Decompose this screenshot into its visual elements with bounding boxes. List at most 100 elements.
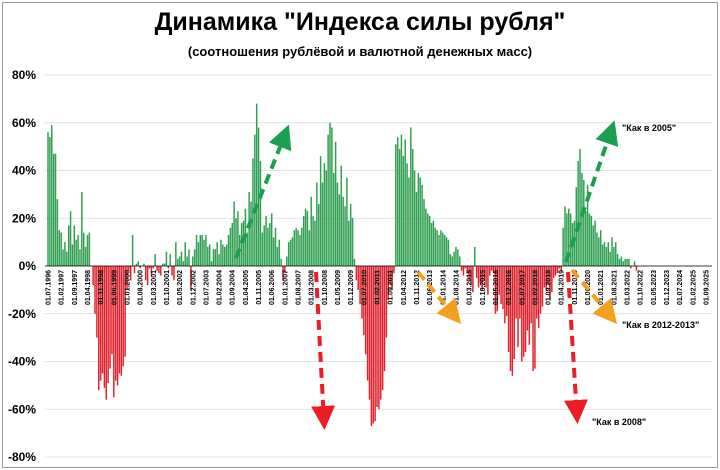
bar (301, 227, 303, 266)
bar (487, 266, 489, 295)
bar (609, 251, 611, 266)
bar (583, 180, 585, 266)
bar (391, 266, 393, 290)
x-tick-label: 01.08.2000 (138, 270, 145, 305)
bar (537, 266, 540, 329)
annotation-2005: "Как в 2005" (622, 123, 676, 133)
bar (543, 266, 546, 288)
x-tick-label: 01.12.2023 (664, 270, 671, 305)
bar (190, 266, 192, 290)
bar (492, 266, 495, 274)
arrow-2012-historic (416, 270, 462, 325)
bar (188, 249, 190, 266)
x-tick-label: 01.09.2025 (704, 270, 711, 305)
arrow-2012-forecast (570, 268, 618, 325)
bar (105, 266, 108, 400)
bar (445, 237, 448, 266)
bar (596, 232, 598, 266)
bar (128, 266, 130, 271)
arrow-2008-historic (311, 271, 336, 430)
bar (158, 266, 160, 274)
bar (398, 149, 401, 266)
x-tick-label: 01.05.2016 (493, 270, 500, 305)
bar (616, 254, 619, 266)
x-tick-label: 01.02.2018 (532, 270, 539, 305)
bar (114, 266, 117, 381)
bar (598, 237, 600, 266)
x-tick-label: 01.01.2021 (598, 270, 605, 305)
bar (286, 256, 288, 266)
bar (432, 220, 435, 266)
bar (536, 266, 538, 319)
bar (494, 266, 497, 314)
bar (150, 266, 153, 276)
x-tick-label: 01.05.2002 (177, 270, 184, 305)
bar (131, 234, 134, 266)
bar (67, 225, 70, 266)
bar (195, 234, 198, 266)
bar (197, 242, 200, 267)
bar (590, 215, 593, 266)
bar (442, 232, 444, 266)
bar (549, 266, 551, 300)
bar (160, 266, 162, 276)
y-tick-label: -60% (8, 402, 36, 416)
bar (584, 211, 587, 266)
bar (541, 266, 544, 307)
bar (404, 139, 406, 266)
bar (201, 234, 203, 266)
bar (205, 234, 207, 266)
bar (69, 211, 72, 266)
bar (449, 254, 452, 266)
bar (607, 242, 609, 267)
bar (366, 266, 369, 381)
bar (357, 266, 359, 290)
bar (417, 172, 420, 266)
bar (47, 132, 49, 266)
bar (340, 165, 343, 266)
x-tick-label: 01.02.1997 (59, 270, 66, 305)
bar (378, 266, 380, 410)
bar (415, 191, 418, 266)
bar (509, 266, 512, 372)
bar (532, 266, 534, 372)
x-tick-label: 01.04.2012 (401, 270, 408, 305)
bar (229, 227, 232, 266)
bar (182, 261, 185, 266)
bar (393, 266, 395, 274)
x-tick-label: 01.03.2022 (625, 270, 632, 305)
chart-subtitle: (соотношения рублёвой и валютной денежны… (187, 44, 533, 59)
bar (282, 266, 284, 281)
bar (71, 244, 74, 266)
bar (513, 266, 515, 360)
bar (137, 261, 139, 266)
bar (539, 266, 542, 314)
bar (199, 234, 202, 266)
bar (246, 232, 249, 266)
bar (556, 266, 559, 274)
bar (462, 266, 465, 276)
bar (259, 160, 262, 266)
bar (613, 246, 615, 266)
bar (566, 213, 568, 266)
bar (163, 263, 166, 266)
bar (222, 244, 224, 266)
bar (381, 266, 384, 391)
bar (408, 177, 410, 266)
bar (615, 242, 617, 267)
bar (344, 206, 346, 266)
bar (490, 266, 493, 271)
bar (560, 266, 562, 271)
x-tick-label: 01.07.2010 (361, 270, 368, 305)
bar (498, 266, 500, 295)
bar (218, 254, 220, 266)
bar (207, 246, 209, 266)
bar (368, 266, 371, 400)
bar (267, 227, 269, 266)
bar (92, 266, 94, 286)
bar (380, 266, 382, 400)
bar (116, 266, 119, 386)
bar (333, 172, 335, 266)
x-tick-label: 01.09.2018 (546, 270, 553, 305)
bar (611, 237, 613, 266)
